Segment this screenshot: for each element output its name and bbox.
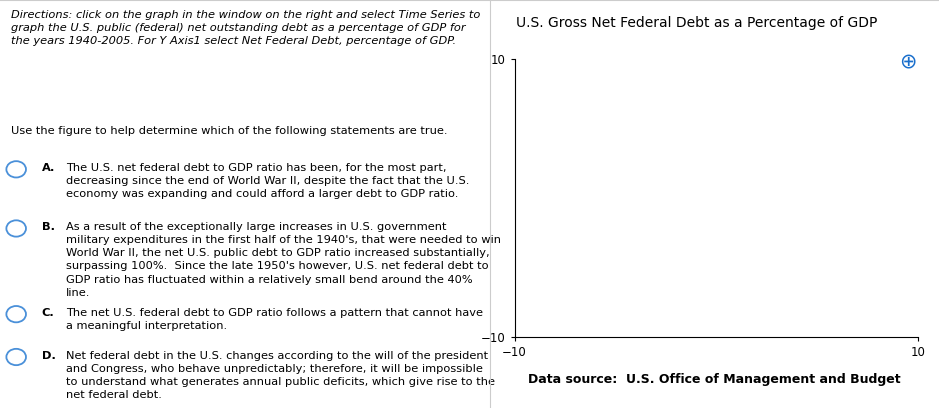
Text: ⊕: ⊕ bbox=[899, 51, 916, 71]
Text: C.: C. bbox=[41, 308, 54, 318]
Text: D.: D. bbox=[41, 351, 55, 361]
Text: B.: B. bbox=[41, 222, 54, 233]
Text: Net federal debt in the U.S. changes according to the will of the president
and : Net federal debt in the U.S. changes acc… bbox=[66, 351, 495, 400]
Text: U.S. Gross Net Federal Debt as a Percentage of GDP: U.S. Gross Net Federal Debt as a Percent… bbox=[516, 16, 877, 30]
Text: Data source:  U.S. Office of Management and Budget: Data source: U.S. Office of Management a… bbox=[529, 373, 901, 386]
Text: As a result of the exceptionally large increases in U.S. government
military exp: As a result of the exceptionally large i… bbox=[66, 222, 501, 297]
Text: A.: A. bbox=[41, 163, 55, 173]
Text: The net U.S. federal debt to GDP ratio follows a pattern that cannot have
a mean: The net U.S. federal debt to GDP ratio f… bbox=[66, 308, 484, 331]
Text: The U.S. net federal debt to GDP ratio has been, for the most part,
decreasing s: The U.S. net federal debt to GDP ratio h… bbox=[66, 163, 470, 199]
Text: Directions: click on the graph in the window on the right and select Time Series: Directions: click on the graph in the wi… bbox=[10, 10, 480, 46]
Text: Use the figure to help determine which of the following statements are true.: Use the figure to help determine which o… bbox=[10, 126, 447, 137]
